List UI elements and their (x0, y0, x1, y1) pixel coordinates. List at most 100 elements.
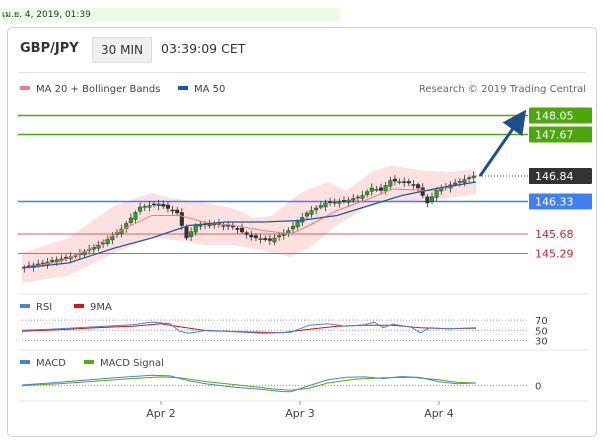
candle (198, 224, 203, 227)
ma50-line (21, 181, 477, 269)
candle (379, 187, 384, 191)
timeframe-badge[interactable]: 30 MIN (92, 37, 152, 63)
candle (161, 203, 166, 207)
candle (170, 209, 175, 212)
candle (277, 235, 282, 238)
x-tick-label: Apr 3 (285, 407, 315, 420)
candle (91, 246, 96, 250)
candle (258, 238, 263, 240)
candle (295, 221, 300, 228)
candle (434, 190, 439, 198)
candle (96, 244, 101, 249)
candle (406, 181, 411, 184)
macd-legend-label: MACD (36, 358, 66, 369)
level-label-145.68: 145.68 (535, 228, 574, 241)
candle (156, 203, 161, 206)
candle (309, 210, 314, 215)
candle (230, 225, 235, 228)
ninema-line (21, 323, 477, 334)
level-label-145.29: 145.29 (535, 248, 574, 261)
candle (165, 204, 170, 209)
candle (374, 189, 379, 191)
candle (128, 217, 133, 223)
macd-signal-legend-swatch (84, 360, 94, 364)
currency-pair: GBP/JPY (20, 41, 79, 56)
level-tag-148.05 (529, 107, 592, 124)
candle (263, 238, 268, 240)
candle (105, 239, 110, 244)
macd-signal-legend-label: MACD Signal (100, 358, 164, 369)
candle (369, 187, 374, 192)
bollinger-legend-swatch (20, 86, 30, 90)
ma50-legend-swatch (178, 86, 188, 90)
candle (235, 228, 240, 230)
rsi-legend-swatch (20, 304, 30, 308)
candle (64, 257, 69, 259)
macd-tick-label: 0 (535, 382, 541, 393)
candle (304, 212, 309, 217)
candle (388, 180, 393, 187)
ninema-legend-swatch (74, 304, 84, 308)
candle (411, 184, 416, 186)
level-tag-146.33 (529, 193, 592, 210)
candle (429, 196, 434, 202)
level-label-146.33: 146.33 (535, 196, 574, 209)
candle (392, 178, 397, 182)
candle (365, 191, 370, 195)
bollinger-legend-label: MA 20 + Bollinger Bands (36, 84, 160, 95)
candle (416, 184, 421, 189)
candle (272, 237, 277, 243)
candle (462, 179, 467, 183)
macd-line (21, 374, 477, 393)
candle (351, 198, 356, 201)
candle (193, 225, 198, 233)
candle (457, 181, 462, 183)
level-label-147.67: 147.67 (535, 129, 574, 142)
level-tag-147.67 (529, 126, 592, 143)
candle (124, 223, 129, 229)
candle (138, 206, 143, 212)
candle (291, 225, 296, 230)
candle (323, 202, 328, 208)
candle (402, 181, 407, 183)
rsi-line (21, 321, 477, 334)
candle (101, 242, 106, 245)
macd-panel: 0 (21, 374, 541, 393)
candle (59, 258, 64, 261)
ninema-legend-label: 9MA (90, 302, 112, 313)
forecast-arrow (478, 109, 527, 177)
candle (240, 227, 245, 233)
candle (341, 200, 346, 202)
price-panel: 148.05 147.67 146.84 146.33 145.68 145.29 (18, 107, 592, 283)
macd-legend: MACD MACD Signal (20, 358, 164, 369)
rsi-legend-label: RSI (36, 302, 52, 313)
candle (453, 182, 458, 185)
candle (332, 202, 337, 204)
candle (54, 259, 59, 262)
x-tick-label: Apr 4 (424, 407, 454, 420)
candle (40, 262, 45, 265)
candle (314, 207, 319, 211)
candle (360, 195, 365, 199)
header-divider (18, 72, 586, 73)
candle (152, 203, 157, 206)
chart-time: 03:39:09 CET (161, 41, 246, 56)
candle (425, 196, 430, 204)
candle (397, 181, 402, 183)
candle (189, 231, 194, 237)
candle (221, 225, 226, 227)
rsi-legend: RSI 9MA (20, 302, 112, 313)
ma50-legend-label: MA 50 (194, 84, 225, 95)
candle (355, 196, 360, 199)
chart-svg: MA 20 + Bollinger Bands MA 50 Research ©… (18, 84, 592, 420)
candle (318, 205, 323, 208)
chart-card: GBP/JPY 30 MIN 03:39:09 CET MA 20 + Boll… (7, 27, 597, 437)
level-label-146.84: 146.84 (535, 170, 574, 183)
rsi-tick-label: 70 (535, 316, 548, 327)
macd-legend-swatch (20, 360, 30, 364)
candle (184, 226, 189, 239)
ma20-line (21, 181, 477, 269)
credit-label: Research © 2019 Trading Central (419, 84, 586, 95)
x-axis: Apr 2 Apr 3 Apr 4 (146, 401, 454, 420)
